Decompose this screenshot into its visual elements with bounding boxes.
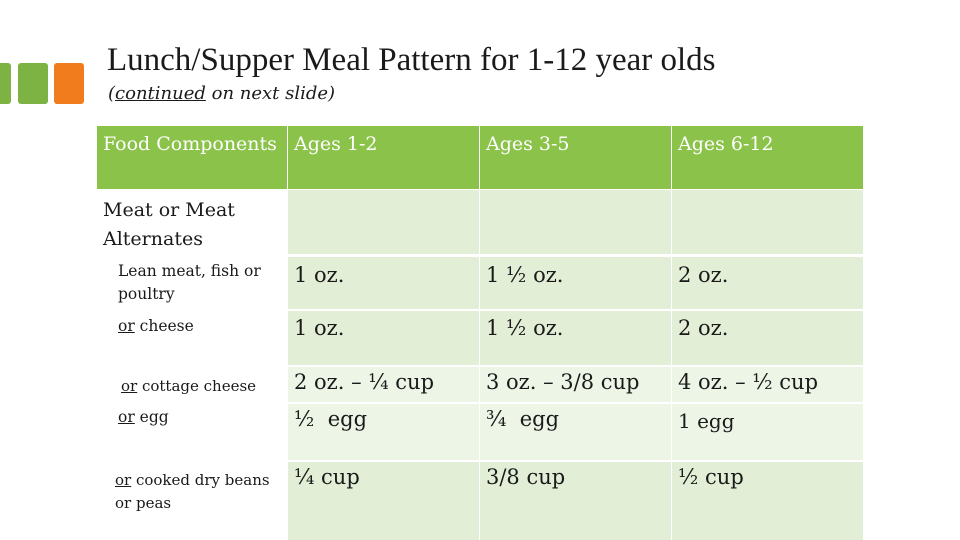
deco-square-green-1 [0,63,11,104]
section-label-cell: Meat or Meat Alternates [97,190,287,254]
table-cell: 1 oz. [288,311,479,365]
table-cell: 3/8 cup [480,462,671,540]
row-prefix-or: or [115,471,132,489]
row-label-cottage-cheese: cottage cheese [137,377,257,395]
subtitle-underlined: continued [115,83,206,104]
subtitle-rest: on next slide) [205,83,336,104]
row-prefix-or: or [118,317,135,335]
table-cell: ¾ egg [480,404,671,460]
row-label-beans: cooked dry beans or peas [115,471,270,512]
table-row-label: or cottage cheese [97,367,287,402]
table-cell: 2 oz. [672,311,863,365]
deco-square-green-2 [18,63,48,104]
table-cell: 4 oz. – ½ cup [672,367,863,402]
table-row-label: Lean meat, fish or poultry [97,257,287,309]
header-cell-ages-3-5: Ages 3-5 [480,126,671,189]
table-cell: 3 oz. – 3/8 cup [480,367,671,402]
table-row-label: or cooked dry beans or peas [97,462,287,540]
table-cell: 2 oz. – ¼ cup [288,367,479,402]
section-cell-2 [480,190,671,254]
row-prefix-or: or [118,408,135,426]
table-cell: 1 oz. [288,257,479,309]
table-row-label: or cheese [97,311,287,365]
deco-square-orange [54,63,84,104]
section-cell-3 [672,190,863,254]
row-label-lean-meat: Lean meat, fish or poultry [118,262,261,303]
section-cell-1 [288,190,479,254]
table-row-label: or egg [97,404,287,460]
row-prefix-or: or [121,377,138,395]
row-label-egg: egg [134,408,169,426]
section-label: Meat or Meat Alternates [103,199,235,250]
header-cell-food-components: Food Components [97,126,287,189]
table-cell: 1 egg [672,404,863,460]
header-cell-ages-6-12: Ages 6-12 [672,126,863,189]
row-label-cheese: cheese [134,317,194,335]
table-cell: 1 ½ oz. [480,257,671,309]
header-cell-ages-1-2: Ages 1-2 [288,126,479,189]
slide-subtitle: (continued on next slide) [108,83,335,104]
table-cell: ¼ cup [288,462,479,540]
table-cell: 1 ½ oz. [480,311,671,365]
table-cell: ½ cup [672,462,863,540]
subtitle-prefix: ( [108,83,116,104]
slide-title: Lunch/Supper Meal Pattern for 1-12 year … [107,42,716,78]
table-cell: ½ egg [288,404,479,460]
table-cell: 2 oz. [672,257,863,309]
